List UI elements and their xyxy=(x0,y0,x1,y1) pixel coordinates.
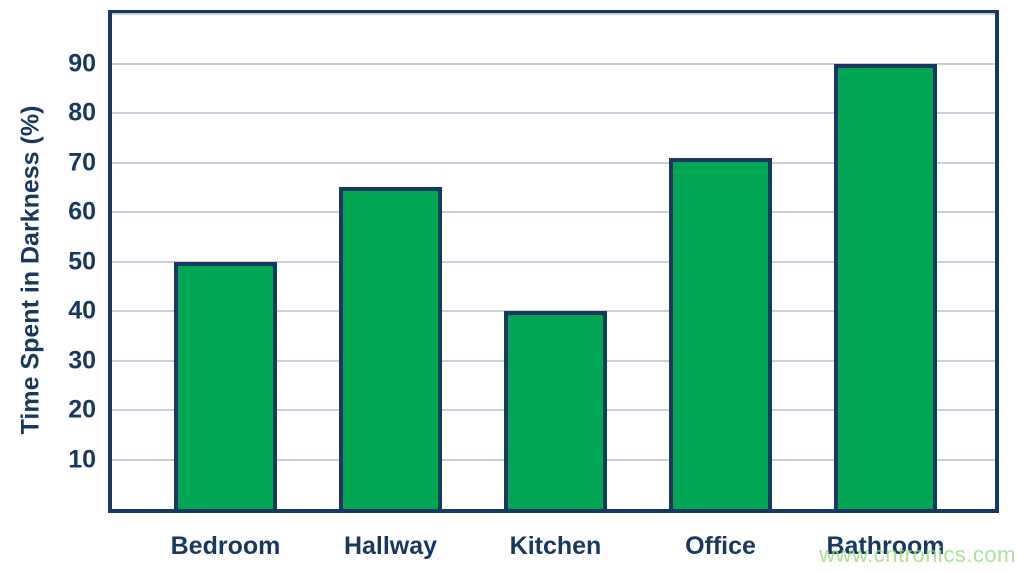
gridline-60 xyxy=(112,211,995,213)
gridline-80 xyxy=(112,112,995,114)
bar-bedroom xyxy=(174,261,277,509)
y-tick-label-40: 40 xyxy=(68,296,96,325)
y-tick-label-70: 70 xyxy=(68,148,96,176)
bar-hallway xyxy=(339,187,442,509)
gridline-90 xyxy=(112,62,995,65)
x-label-hallway: Hallway xyxy=(343,532,438,560)
y-tick-label-30: 30 xyxy=(68,346,96,374)
bar-bathroom xyxy=(834,63,937,509)
x-label-kitchen: Kitchen xyxy=(509,532,602,560)
y-tick-label-60: 60 xyxy=(68,197,96,226)
x-label-bathroom: Bathroom xyxy=(826,532,945,560)
bar-kitchen xyxy=(504,311,607,509)
gridline-50 xyxy=(112,260,995,263)
gridline-100 xyxy=(112,13,995,15)
gridline-70 xyxy=(112,161,995,164)
y-tick-label-90: 90 xyxy=(68,49,96,77)
x-label-bedroom: Bedroom xyxy=(170,532,281,560)
y-tick-label-50: 50 xyxy=(68,247,96,275)
watermark-text: www.cntronics.com xyxy=(819,542,1016,567)
x-label-office: Office xyxy=(685,532,756,560)
bar-office xyxy=(669,157,772,509)
y-tick-label-20: 20 xyxy=(68,395,96,424)
y-tick-label-10: 10 xyxy=(68,445,96,473)
y-tick-label-80: 80 xyxy=(68,98,96,127)
plot-area xyxy=(108,10,999,513)
